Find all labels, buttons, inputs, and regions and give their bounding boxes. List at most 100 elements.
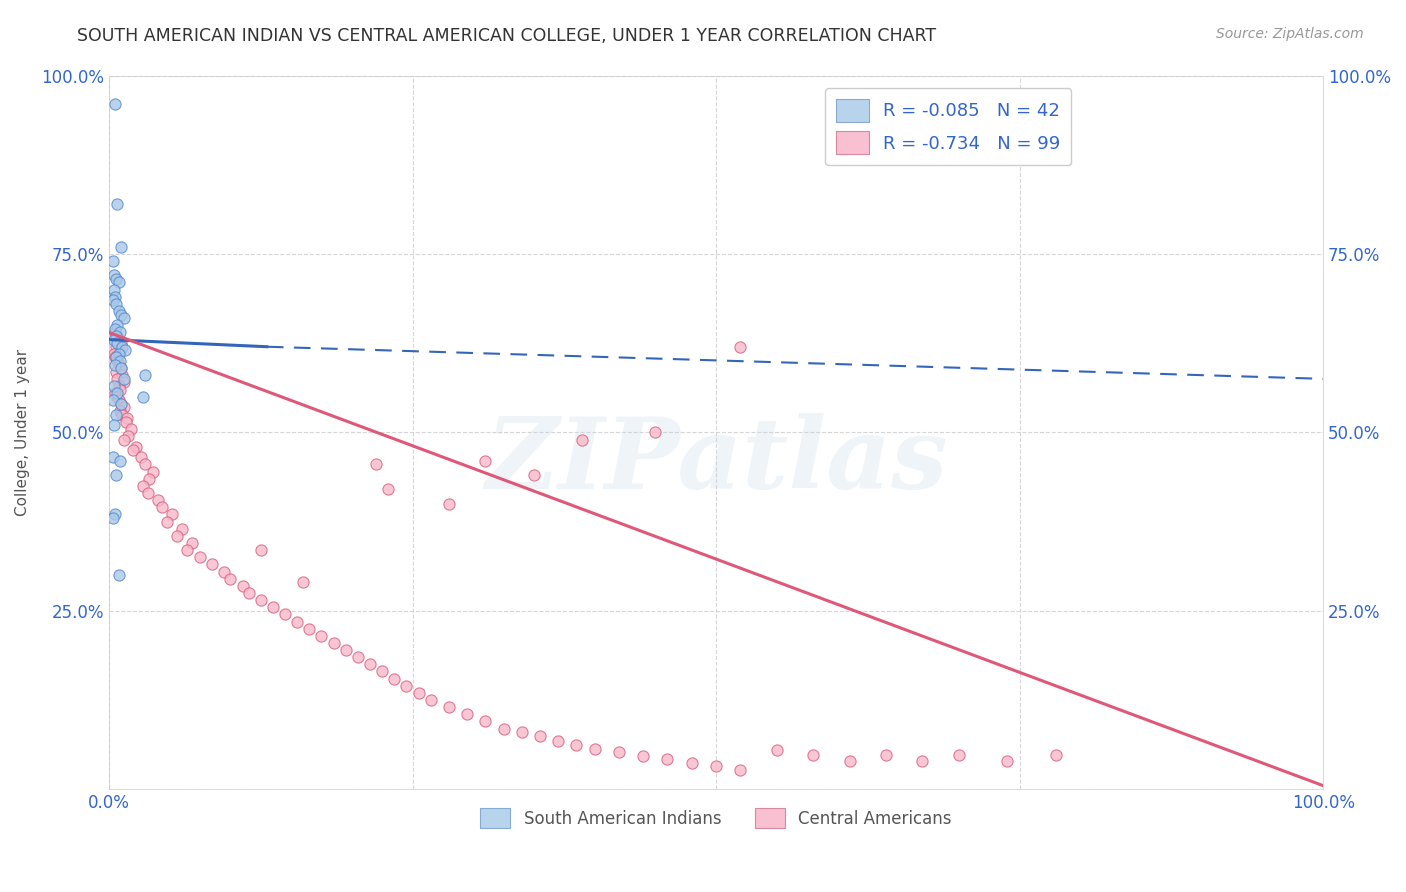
Point	[105, 351, 128, 365]
Point	[110, 397, 132, 411]
Point	[377, 483, 399, 497]
Point	[631, 748, 654, 763]
Point	[180, 536, 202, 550]
Point	[437, 497, 460, 511]
Point	[107, 333, 129, 347]
Point	[292, 575, 315, 590]
Point	[132, 390, 155, 404]
Point	[249, 543, 271, 558]
Point	[108, 383, 131, 397]
Point	[107, 276, 129, 290]
Point	[138, 472, 160, 486]
Point	[997, 754, 1019, 768]
Point	[111, 368, 134, 383]
Point	[104, 290, 127, 304]
Point	[103, 268, 125, 283]
Point	[238, 586, 260, 600]
Point	[201, 558, 224, 572]
Point	[101, 511, 124, 525]
Point	[419, 693, 441, 707]
Point	[657, 752, 679, 766]
Point	[395, 679, 418, 693]
Text: Source: ZipAtlas.com: Source: ZipAtlas.com	[1216, 27, 1364, 41]
Point	[136, 486, 159, 500]
Point	[101, 293, 124, 308]
Point	[107, 347, 129, 361]
Point	[607, 745, 630, 759]
Point	[382, 672, 405, 686]
Point	[474, 454, 496, 468]
Point	[146, 493, 169, 508]
Point	[114, 343, 136, 358]
Point	[456, 707, 478, 722]
Point	[107, 379, 129, 393]
Point	[107, 372, 129, 386]
Point	[107, 358, 129, 372]
Point	[115, 415, 138, 429]
Point	[166, 529, 188, 543]
Point	[565, 738, 588, 752]
Point	[120, 422, 142, 436]
Point	[108, 326, 131, 340]
Point	[364, 458, 387, 472]
Point	[115, 411, 138, 425]
Point	[176, 543, 198, 558]
Point	[108, 404, 131, 418]
Point	[347, 650, 370, 665]
Point	[107, 386, 129, 401]
Point	[359, 657, 381, 672]
Point	[111, 340, 134, 354]
Point	[104, 351, 127, 365]
Point	[104, 322, 127, 336]
Point	[214, 565, 236, 579]
Point	[105, 365, 128, 379]
Point	[437, 700, 460, 714]
Point	[103, 347, 125, 361]
Point	[110, 240, 132, 254]
Point	[112, 433, 135, 447]
Point	[156, 515, 179, 529]
Legend: South American Indians, Central Americans: South American Indians, Central American…	[474, 802, 959, 834]
Point	[311, 629, 333, 643]
Point	[529, 729, 551, 743]
Point	[107, 354, 129, 368]
Point	[134, 458, 156, 472]
Point	[117, 429, 139, 443]
Point	[107, 304, 129, 318]
Point	[132, 479, 155, 493]
Point	[107, 393, 129, 408]
Point	[104, 97, 127, 112]
Point	[523, 468, 546, 483]
Point	[103, 379, 125, 393]
Point	[107, 197, 129, 211]
Point	[170, 522, 193, 536]
Point	[838, 754, 860, 768]
Point	[104, 358, 127, 372]
Point	[801, 747, 824, 762]
Point	[730, 340, 752, 354]
Point	[103, 333, 125, 347]
Point	[108, 454, 131, 468]
Point	[644, 425, 666, 440]
Point	[110, 336, 132, 351]
Text: ZIPatlas: ZIPatlas	[485, 413, 948, 509]
Point	[107, 568, 129, 582]
Point	[298, 622, 321, 636]
Point	[101, 450, 124, 465]
Point	[262, 600, 284, 615]
Point	[948, 747, 970, 762]
Point	[105, 272, 128, 286]
Point	[583, 741, 606, 756]
Point	[110, 308, 132, 322]
Point	[681, 756, 703, 770]
Point	[249, 593, 271, 607]
Text: SOUTH AMERICAN INDIAN VS CENTRAL AMERICAN COLLEGE, UNDER 1 YEAR CORRELATION CHAR: SOUTH AMERICAN INDIAN VS CENTRAL AMERICA…	[77, 27, 936, 45]
Point	[129, 450, 152, 465]
Point	[371, 665, 394, 679]
Point	[125, 440, 148, 454]
Point	[274, 607, 297, 622]
Point	[111, 408, 134, 422]
Point	[704, 759, 727, 773]
Point	[110, 397, 132, 411]
Point	[911, 754, 934, 768]
